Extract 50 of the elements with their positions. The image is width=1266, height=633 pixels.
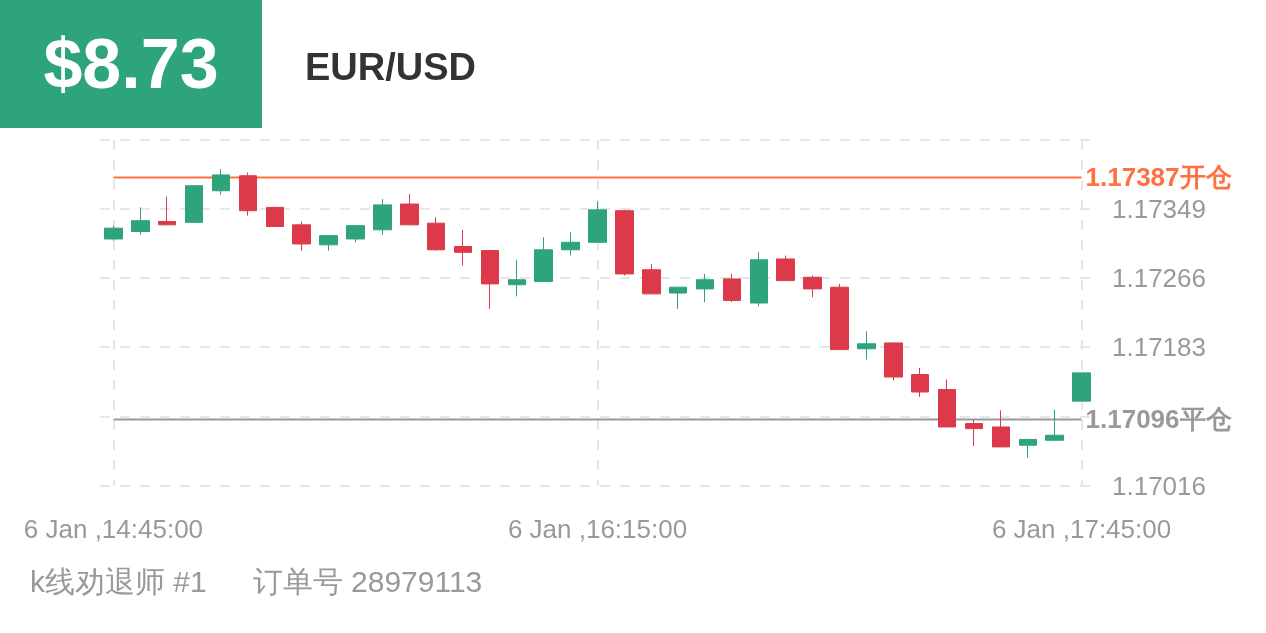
- candlestick: [642, 263, 661, 295]
- text: $8.73: [0, 0, 262, 128]
- candlestick: [131, 206, 150, 236]
- candlestick: [803, 275, 822, 298]
- candlestick: [319, 235, 338, 252]
- candlestick: [776, 255, 795, 282]
- candlestick: [373, 198, 392, 236]
- y-tick-label: 1.17266: [1112, 263, 1206, 294]
- candlestick: [884, 342, 903, 381]
- candlestick: [185, 185, 203, 223]
- candlestick: [615, 209, 634, 277]
- chart-title: EUR/USD: [305, 45, 477, 90]
- candlestick: [534, 236, 553, 282]
- candlestick: [750, 251, 768, 307]
- candlestick: [669, 286, 687, 310]
- candlestick: [400, 193, 419, 226]
- candlestick: [239, 171, 257, 217]
- ref-line-label: 1.17096平仓: [1085, 404, 1232, 435]
- x-tick-label: 6 Jan ,17:45:00: [991, 514, 1172, 544]
- candlestick: [158, 196, 176, 226]
- y-tick-label: 1.17349: [1112, 194, 1206, 225]
- candlestick: [508, 259, 526, 297]
- candlestick: [1045, 408, 1064, 441]
- text: k线劝退师 #1: [30, 565, 207, 598]
- candlestick: [454, 229, 472, 267]
- candlestick: [481, 250, 499, 310]
- candlestick: [266, 206, 284, 227]
- candlestick: [1072, 372, 1091, 402]
- candlestick: [588, 201, 607, 243]
- candlestick: [561, 231, 580, 257]
- candlestick: [830, 283, 849, 351]
- y-tick-label: 1.17183: [1112, 332, 1206, 363]
- candlestick: [427, 216, 445, 252]
- x-tick-label: 6 Jan ,14:45:00: [23, 514, 204, 544]
- ref-line-label: 1.17387开仓: [1085, 162, 1232, 193]
- candlestick: [911, 367, 929, 398]
- candlestick: [212, 168, 230, 196]
- candlestick: [696, 273, 714, 303]
- x-tick-label: 6 Jan ,16:15:00: [507, 514, 688, 544]
- candlestick: [723, 273, 741, 303]
- candlestick: [992, 409, 1010, 448]
- y-tick-label: 1.17016: [1112, 471, 1206, 501]
- candlestick: [965, 418, 983, 447]
- text: 订单号 28979113: [252, 565, 483, 598]
- candlestick: [857, 330, 876, 361]
- candlestick: [938, 379, 956, 428]
- candlestick: [292, 221, 311, 252]
- candlestick: [104, 225, 123, 242]
- candlestick: [346, 225, 365, 243]
- candlestick: [1019, 438, 1037, 459]
